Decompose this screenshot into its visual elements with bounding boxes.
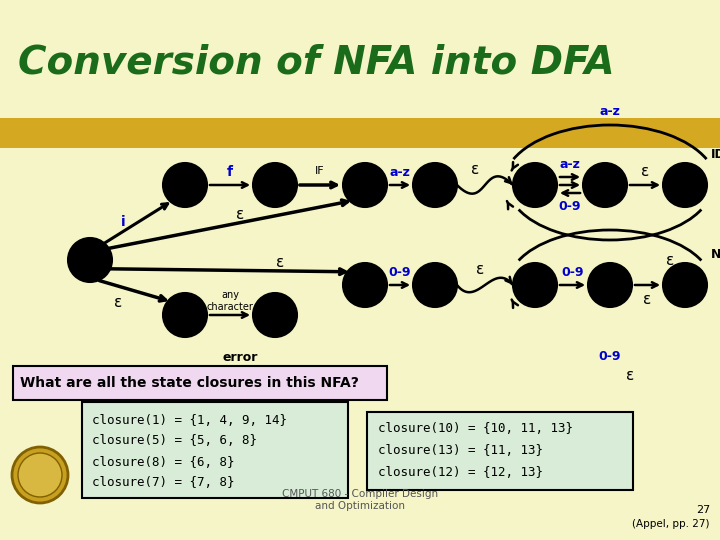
Text: closure(10) = {10, 11, 13}: closure(10) = {10, 11, 13} — [378, 422, 573, 435]
Circle shape — [163, 293, 207, 337]
Text: 11: 11 — [526, 278, 545, 292]
Text: 0-9: 0-9 — [559, 200, 581, 213]
Text: ε: ε — [626, 368, 634, 383]
Text: 12: 12 — [600, 278, 620, 292]
Text: ε: ε — [644, 292, 652, 307]
Text: ε: ε — [471, 161, 479, 177]
Text: ε: ε — [114, 295, 122, 310]
Text: 5: 5 — [430, 178, 441, 192]
Text: i: i — [121, 215, 126, 230]
Text: 15: 15 — [264, 307, 286, 322]
Text: closure(1) = {1, 4, 9, 14}: closure(1) = {1, 4, 9, 14} — [92, 414, 287, 427]
Text: ID: ID — [711, 148, 720, 161]
Text: 14: 14 — [174, 307, 196, 322]
FancyBboxPatch shape — [0, 118, 720, 148]
Text: 7: 7 — [600, 178, 611, 192]
Text: 10: 10 — [426, 278, 445, 292]
Text: ε: ε — [641, 165, 649, 179]
FancyBboxPatch shape — [13, 366, 387, 400]
Circle shape — [18, 453, 62, 497]
Circle shape — [588, 263, 632, 307]
Text: a-z: a-z — [600, 105, 621, 118]
Text: any
character: any character — [207, 290, 253, 312]
Text: closure(13) = {11, 13}: closure(13) = {11, 13} — [378, 443, 543, 456]
Text: Conversion of NFA into DFA: Conversion of NFA into DFA — [18, 43, 615, 81]
Circle shape — [68, 238, 112, 282]
Text: 2: 2 — [179, 178, 190, 192]
Circle shape — [343, 163, 387, 207]
Text: ε: ε — [476, 261, 484, 276]
Text: closure(12) = {12, 13}: closure(12) = {12, 13} — [378, 465, 543, 478]
Circle shape — [12, 447, 68, 503]
Text: 3: 3 — [270, 178, 280, 192]
Text: error: error — [222, 351, 258, 364]
Text: ε: ε — [235, 207, 244, 222]
Text: (Appel, pp. 27): (Appel, pp. 27) — [632, 519, 710, 529]
Text: 8: 8 — [680, 178, 690, 192]
Text: 0-9: 0-9 — [562, 266, 584, 279]
Text: CMPUT 680 - Compiler Design
and Optimization: CMPUT 680 - Compiler Design and Optimiza… — [282, 489, 438, 511]
Text: NUM: NUM — [711, 248, 720, 261]
Circle shape — [413, 163, 457, 207]
Circle shape — [663, 163, 707, 207]
Circle shape — [513, 163, 557, 207]
Text: ε: ε — [666, 253, 674, 268]
Text: a-z: a-z — [559, 159, 580, 172]
Text: f: f — [227, 165, 233, 179]
Text: 1: 1 — [84, 251, 96, 269]
Text: 6: 6 — [530, 178, 541, 192]
Circle shape — [513, 263, 557, 307]
Circle shape — [163, 163, 207, 207]
Text: 0-9: 0-9 — [599, 350, 621, 363]
Circle shape — [413, 263, 457, 307]
Text: 13: 13 — [675, 278, 695, 292]
Circle shape — [343, 263, 387, 307]
Text: a-z: a-z — [390, 165, 410, 179]
Text: What are all the state closures in this NFA?: What are all the state closures in this … — [20, 376, 359, 390]
FancyBboxPatch shape — [82, 402, 348, 498]
Text: ε: ε — [276, 255, 284, 270]
Text: closure(8) = {6, 8}: closure(8) = {6, 8} — [92, 456, 235, 469]
Text: 27: 27 — [696, 505, 710, 515]
FancyBboxPatch shape — [367, 412, 633, 490]
Text: 4: 4 — [359, 176, 371, 194]
Text: 9: 9 — [359, 276, 371, 294]
Text: 0-9: 0-9 — [389, 266, 411, 279]
Text: closure(5) = {5, 6, 8}: closure(5) = {5, 6, 8} — [92, 435, 257, 448]
Text: IF: IF — [315, 166, 325, 176]
Text: closure(7) = {7, 8}: closure(7) = {7, 8} — [92, 476, 235, 489]
Circle shape — [583, 163, 627, 207]
Circle shape — [253, 163, 297, 207]
Circle shape — [253, 293, 297, 337]
Circle shape — [663, 263, 707, 307]
